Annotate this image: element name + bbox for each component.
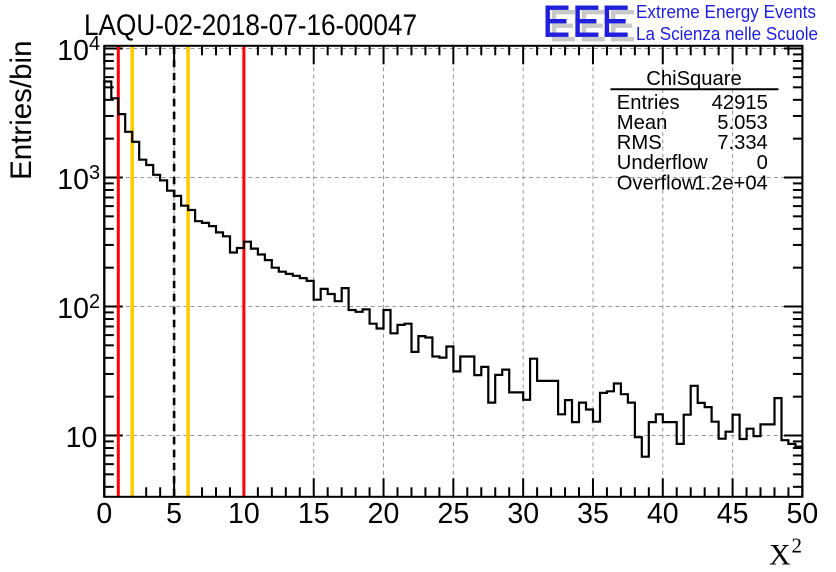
svg-text:RMS: RMS bbox=[617, 132, 662, 154]
svg-text:35: 35 bbox=[577, 498, 609, 530]
svg-text:LAQU-02-2018-07-16-00047: LAQU-02-2018-07-16-00047 bbox=[84, 9, 417, 42]
svg-text:42915: 42915 bbox=[712, 92, 768, 114]
svg-text:20: 20 bbox=[368, 498, 400, 530]
svg-text:40: 40 bbox=[647, 498, 679, 530]
svg-text:Underflow: Underflow bbox=[617, 152, 708, 174]
svg-text:Overflow: Overflow bbox=[617, 172, 697, 194]
svg-text:10: 10 bbox=[57, 293, 89, 325]
svg-text:7.334: 7.334 bbox=[717, 132, 768, 154]
svg-text:2: 2 bbox=[792, 534, 803, 558]
svg-text:30: 30 bbox=[507, 498, 539, 530]
svg-text:5: 5 bbox=[166, 498, 182, 530]
svg-text:15: 15 bbox=[298, 498, 330, 530]
svg-text:X: X bbox=[769, 539, 791, 572]
svg-text:1.2e+04: 1.2e+04 bbox=[694, 172, 768, 194]
svg-text:Extreme Energy Events: Extreme Energy Events bbox=[636, 1, 816, 22]
svg-text:Entries: Entries bbox=[617, 92, 685, 114]
svg-text:10: 10 bbox=[57, 164, 89, 196]
svg-text:2: 2 bbox=[89, 291, 100, 313]
svg-text:4: 4 bbox=[89, 33, 100, 55]
svg-text:10: 10 bbox=[66, 422, 98, 454]
svg-text:0: 0 bbox=[757, 152, 768, 174]
svg-text:5.053: 5.053 bbox=[717, 112, 768, 134]
svg-text:ChiSquare: ChiSquare bbox=[646, 68, 741, 90]
svg-text:10: 10 bbox=[57, 35, 89, 67]
svg-text:25: 25 bbox=[438, 498, 470, 530]
svg-text:50: 50 bbox=[787, 498, 819, 530]
svg-text:Mean: Mean bbox=[617, 112, 668, 134]
svg-text:Entries/bin: Entries/bin bbox=[5, 41, 38, 180]
svg-text:0: 0 bbox=[96, 498, 112, 530]
svg-text:3: 3 bbox=[89, 162, 100, 184]
svg-text:La Scienza nelle Scuole: La Scienza nelle Scuole bbox=[636, 23, 818, 44]
svg-text:10: 10 bbox=[228, 498, 260, 530]
svg-text:45: 45 bbox=[717, 498, 749, 530]
